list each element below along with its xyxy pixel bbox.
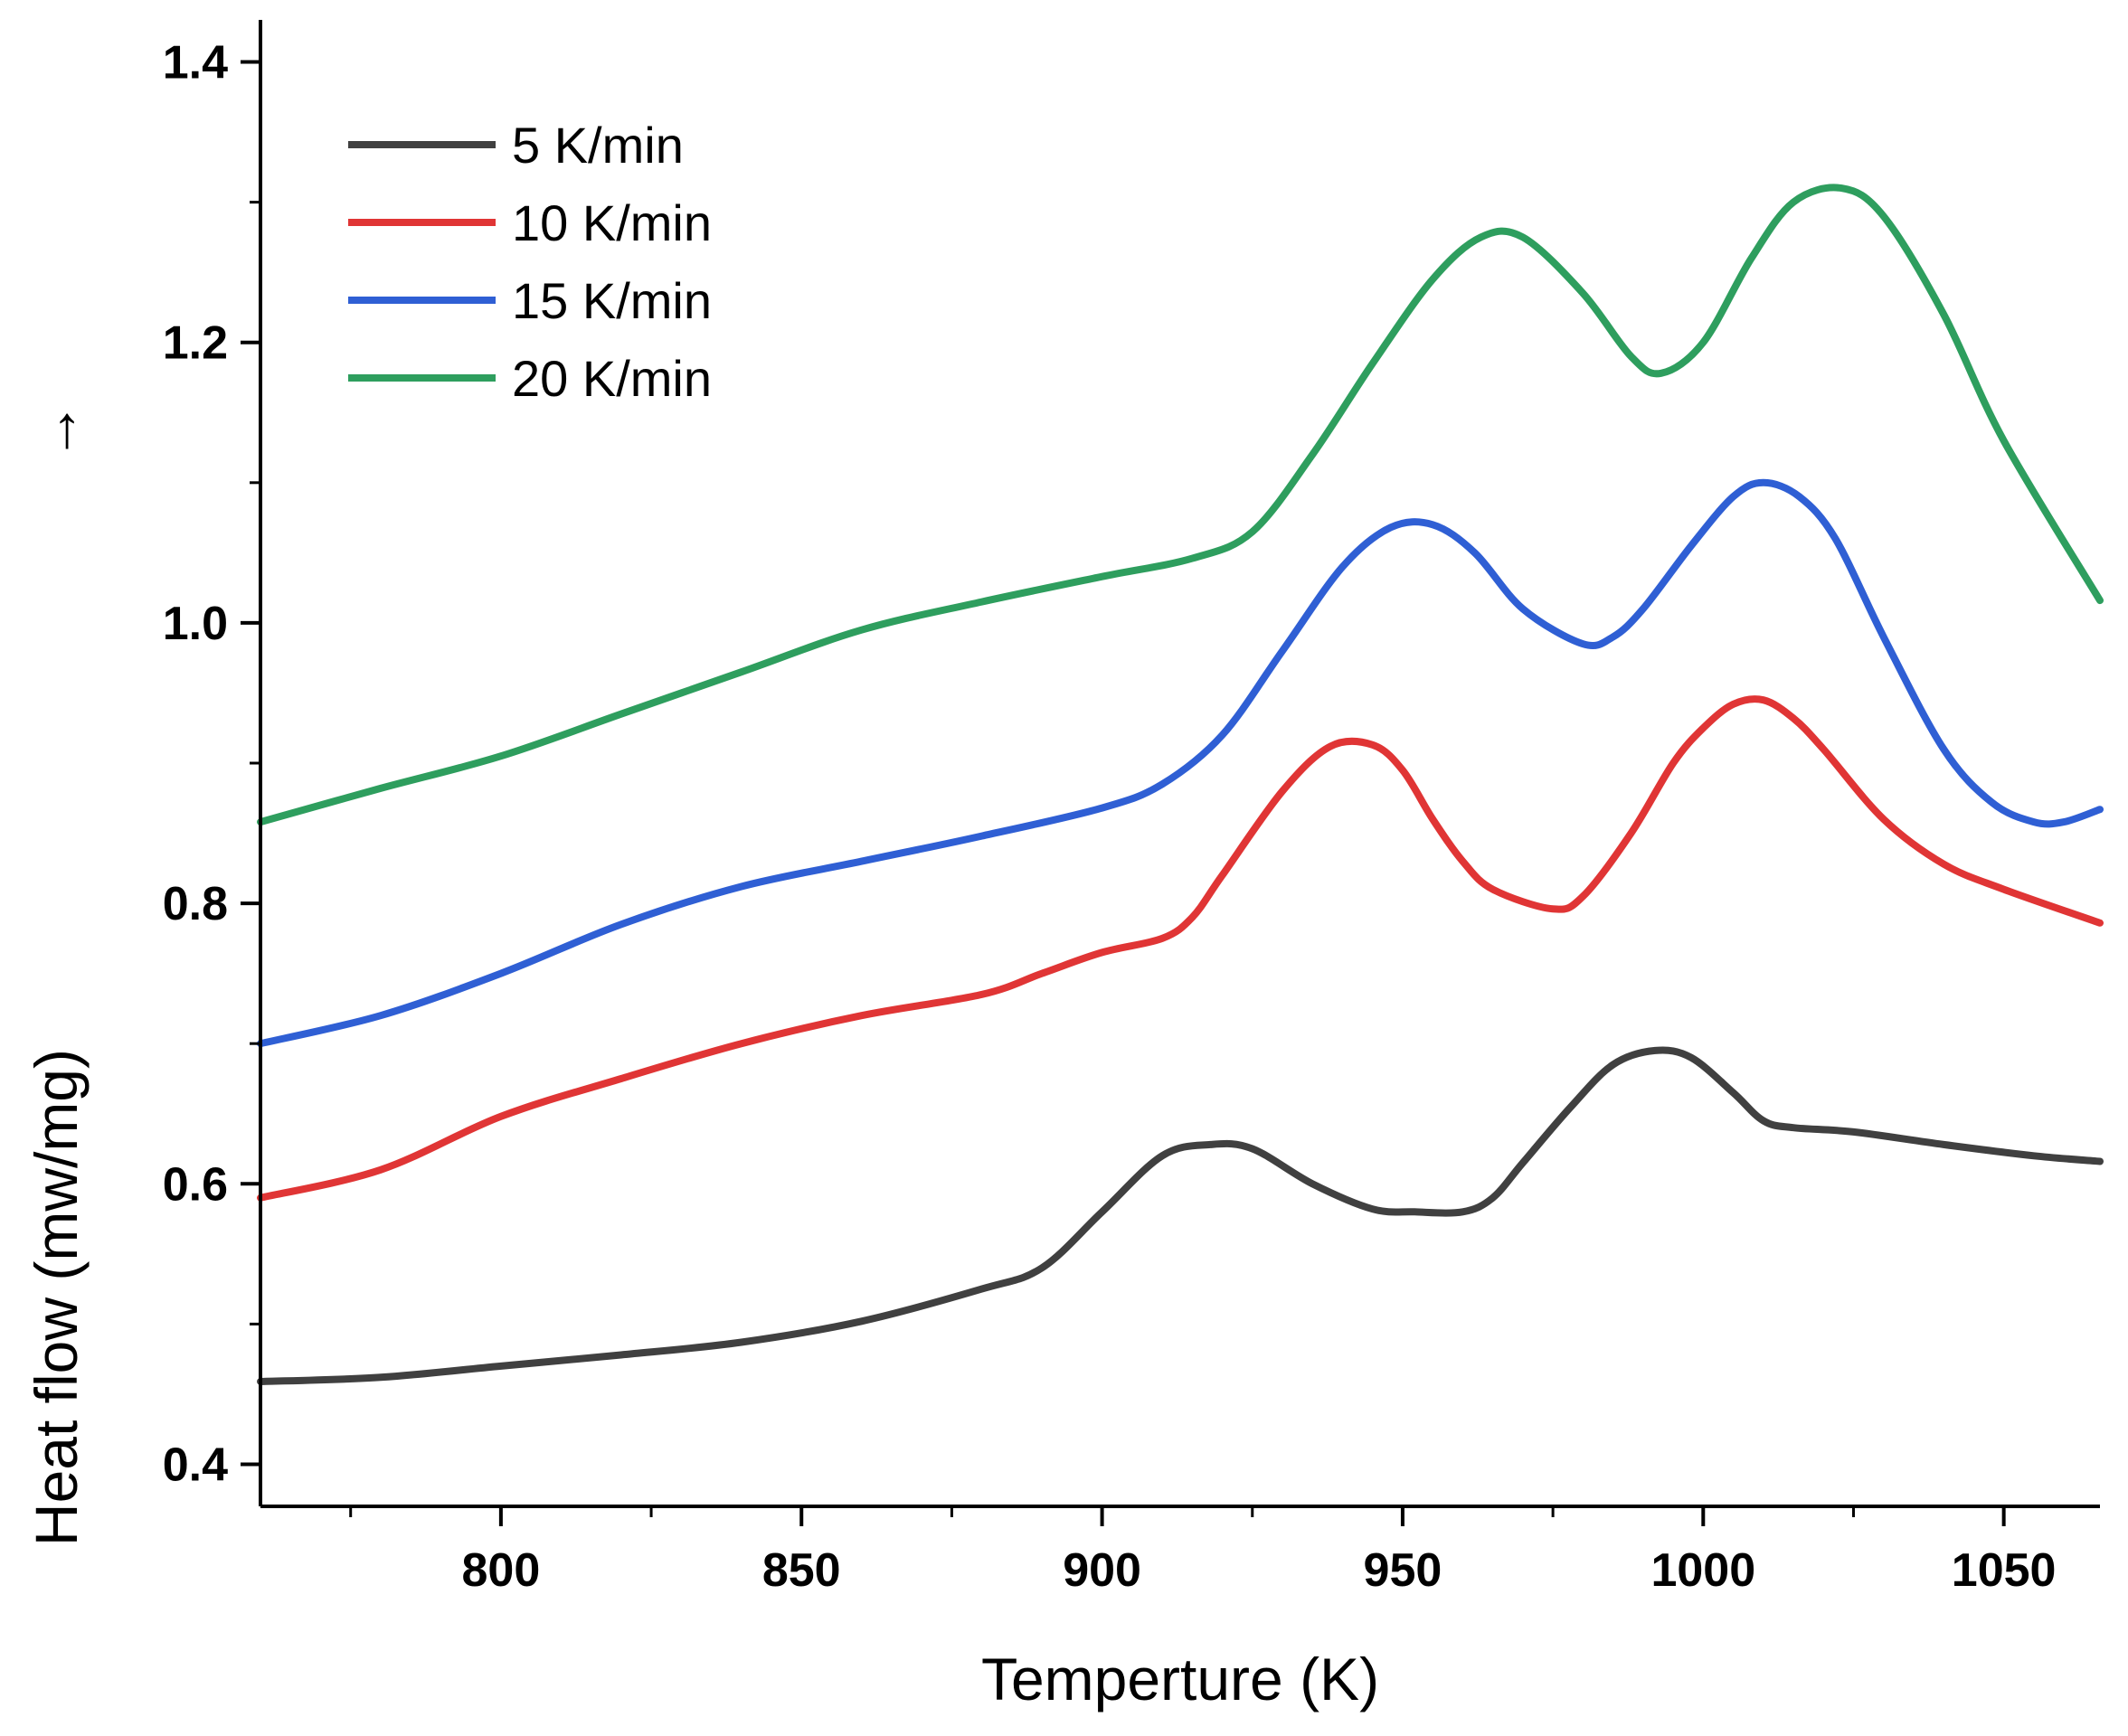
legend: 5 K/min 10 K/min 15 K/min 20 K/min [348,117,712,407]
y-axis-arrow-icon: → [23,401,90,461]
plot-marks [257,184,2104,1385]
y-axis-title-group: Heat flow (mw/mg) → [23,401,90,1546]
x-tick-label: 850 [762,1544,841,1597]
series-line-5-k-min [257,1046,2104,1385]
y-tick-label: 0.4 [163,1439,228,1491]
legend-label: 15 K/min [512,272,712,329]
ticks-group: 800 850 900 950 1000 1050 0.4 0.6 0.8 1.0 1.2 1.4 [163,37,2057,1597]
series-line-10-k-min [257,695,2104,1202]
x-tick-label: 800 [461,1544,540,1597]
x-axis-title: Temperture (K) [981,1646,1379,1712]
y-tick-label: 0.6 [163,1158,228,1211]
x-tick-label: 950 [1364,1544,1442,1597]
x-tick-label: 1000 [1650,1544,1755,1597]
legend-label: 10 K/min [512,194,712,251]
legend-label: 5 K/min [512,117,684,174]
series-line-20-k-min [257,184,2104,826]
series-line-15-k-min [257,478,2104,1048]
y-tick-label: 1.0 [163,598,228,650]
y-tick-label: 0.8 [163,878,228,930]
y-tick-label: 1.4 [163,37,228,90]
x-tick-label: 900 [1063,1544,1141,1597]
x-tick-label: 1050 [1952,1544,2057,1597]
y-axis-title: Heat flow (mw/mg) [23,1049,90,1546]
y-tick-label: 1.2 [163,317,228,370]
legend-label: 20 K/min [512,350,712,407]
